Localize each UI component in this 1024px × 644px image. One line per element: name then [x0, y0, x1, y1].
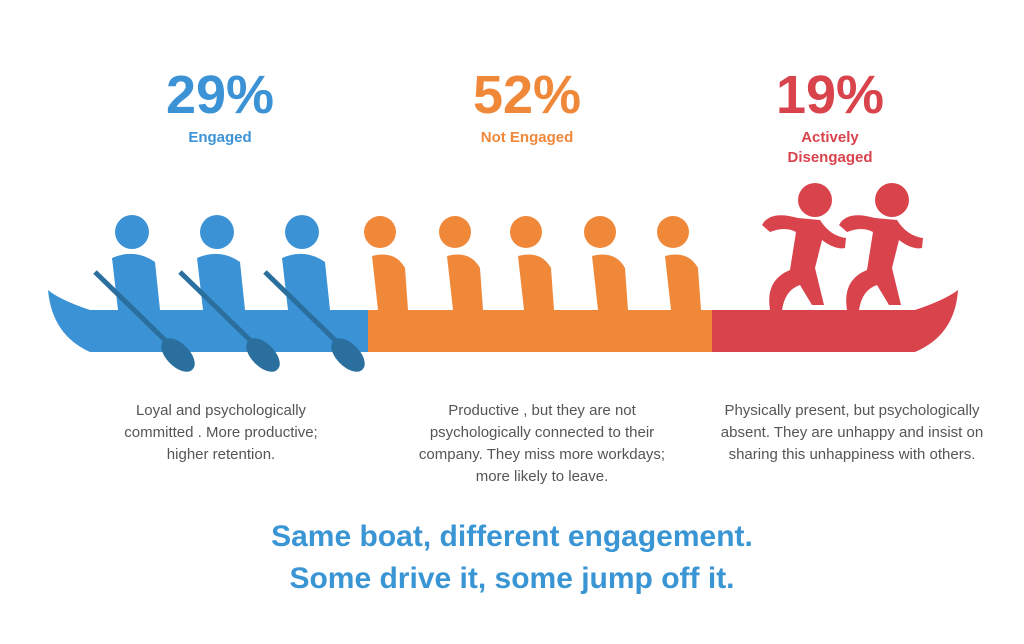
- group-label: Actively Disengaged: [787, 129, 873, 166]
- percent: 19%: [775, 65, 885, 125]
- group: 52% Not Engaged: [407, 62, 647, 148]
- description: Productive , but they are not psychologi…: [418, 402, 666, 485]
- description: Loyal and psychologically committed . Mo…: [124, 402, 318, 463]
- group-label: Not Engaged: [480, 129, 574, 146]
- footer-line: Some drive it, some jump off it.: [289, 562, 735, 595]
- percent: 52%: [472, 65, 582, 125]
- description: Physically present, but psychologically …: [720, 402, 984, 463]
- group-label: Engaged: [188, 129, 252, 146]
- group: 19% Actively Disengaged: [710, 62, 950, 168]
- footer-line: Same boat, different engagement.: [271, 520, 753, 553]
- percent: 29%: [165, 65, 275, 125]
- group: 29% Engaged: [100, 62, 340, 148]
